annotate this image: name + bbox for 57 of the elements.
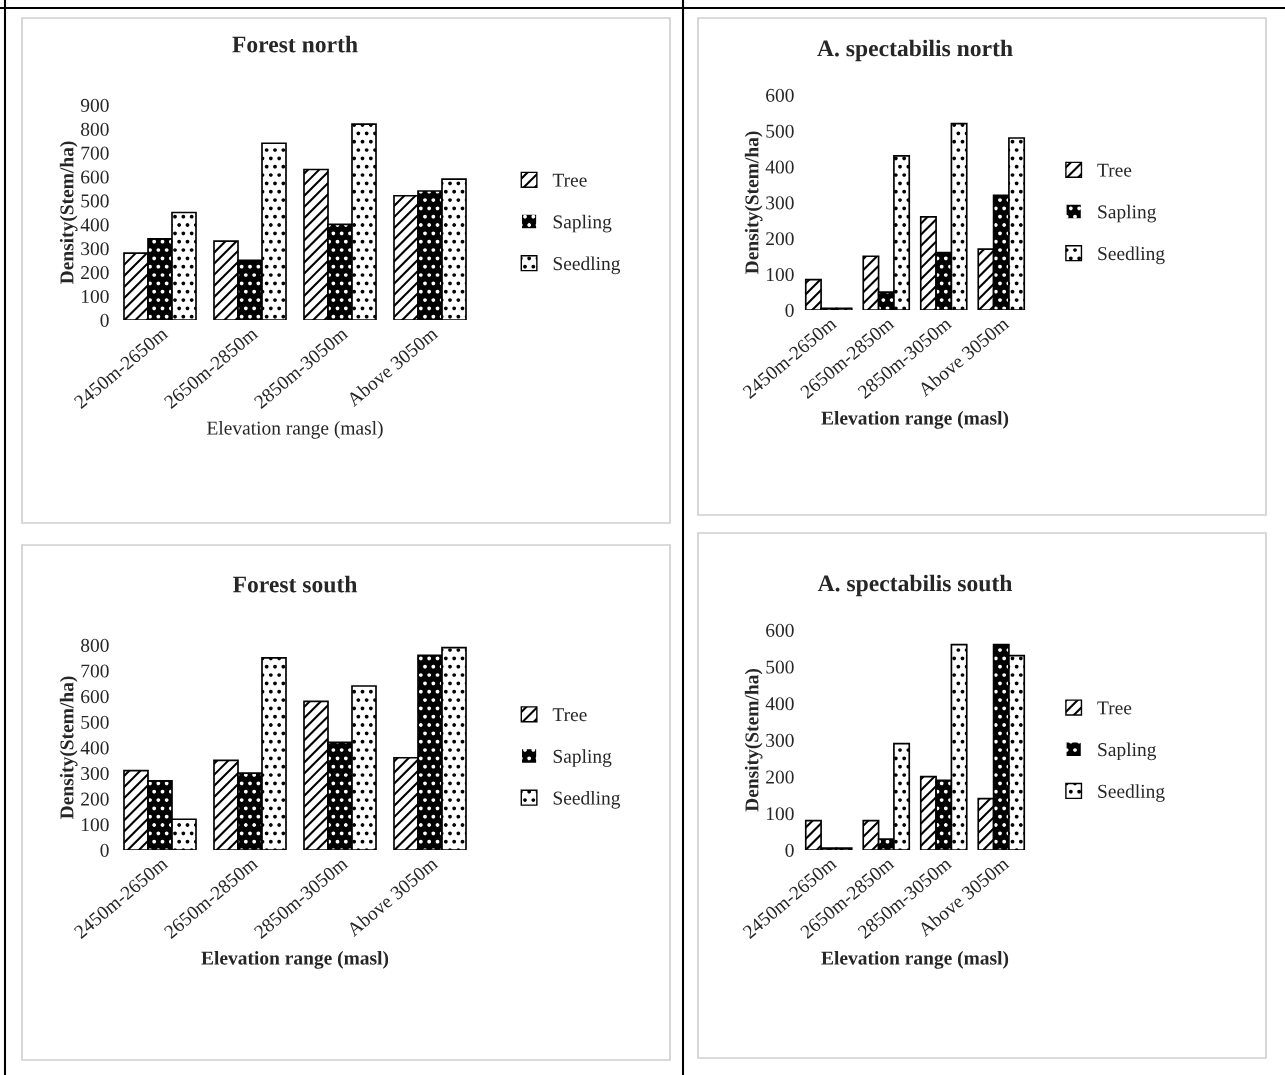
x-axis-title: Elevation range (masl) [201,951,389,969]
legend-label: Sapling [1098,742,1157,761]
y-tick-label: 200 [81,792,109,806]
y-axis-title: Density(Stem/ha) [59,141,78,284]
y-tick-label: 300 [81,242,109,256]
y-tick-label: 800 [81,638,109,652]
y-axis-title: Density(Stem/ha) [744,131,763,274]
y-tick-label: 500 [81,194,109,208]
y-axis-title: Density(Stem/ha) [744,669,763,812]
y-tick-label: 400 [80,218,109,232]
y-tick-label: 0 [100,843,109,857]
y-tick-label: 600 [766,88,794,102]
legend-label: Sapling [1098,204,1157,223]
legend-label: Seedling [1098,784,1165,802]
legend-label: Tree [1097,163,1132,177]
x-axis-title: Elevation range (masl) [821,951,1009,969]
y-axis-title: Density(Stem/ha) [59,676,78,819]
legend-label: Seedling [553,256,621,275]
y-tick-label: 700 [81,664,109,678]
y-tick-label: 400 [80,741,109,755]
y-tick-label: 100 [81,289,109,304]
legend-label: Seedling [553,790,621,809]
y-tick-label: 500 [81,715,109,729]
y-tick-label: 0 [785,303,794,317]
y-tick-label: 600 [766,623,794,637]
y-tick-label: 400 [765,160,794,174]
y-tick-label: 500 [766,124,794,138]
x-axis-title: Elevation range (masl) [821,411,1009,429]
y-tick-label: 100 [81,818,109,832]
legend-label: Seedling [1098,246,1165,265]
legend-label: Sapling [553,214,612,233]
y-tick-label: 800 [81,122,109,136]
legend-label: Sapling [553,749,612,767]
legend-label: Tree [1097,701,1132,715]
y-tick-label: 0 [100,313,109,327]
y-tick-label: 600 [81,690,109,704]
chart-title: A. spectabilis south [817,574,1013,597]
y-tick-label: 400 [765,697,794,711]
chart-title: Forest north [232,35,358,53]
y-tick-label: 300 [81,766,109,781]
legend-label: Tree [552,708,587,722]
x-axis-title: Elevation range (masl) [207,421,383,439]
y-tick-label: 500 [766,660,794,674]
y-tick-label: 100 [766,267,794,282]
y-tick-label: 900 [80,98,109,112]
y-tick-label: 100 [766,807,794,821]
chart-title: Forest south [232,575,358,593]
y-tick-label: 700 [81,146,109,160]
y-tick-label: 200 [766,232,794,246]
y-tick-label: 200 [766,770,794,784]
y-tick-label: 200 [81,266,109,280]
y-tick-label: 600 [81,170,109,184]
chart-title: A. spectabilis north [817,39,1013,62]
y-tick-label: 300 [766,733,794,747]
y-tick-label: 300 [766,196,794,210]
legend-label: Tree [552,173,587,187]
y-tick-label: 0 [785,843,794,857]
